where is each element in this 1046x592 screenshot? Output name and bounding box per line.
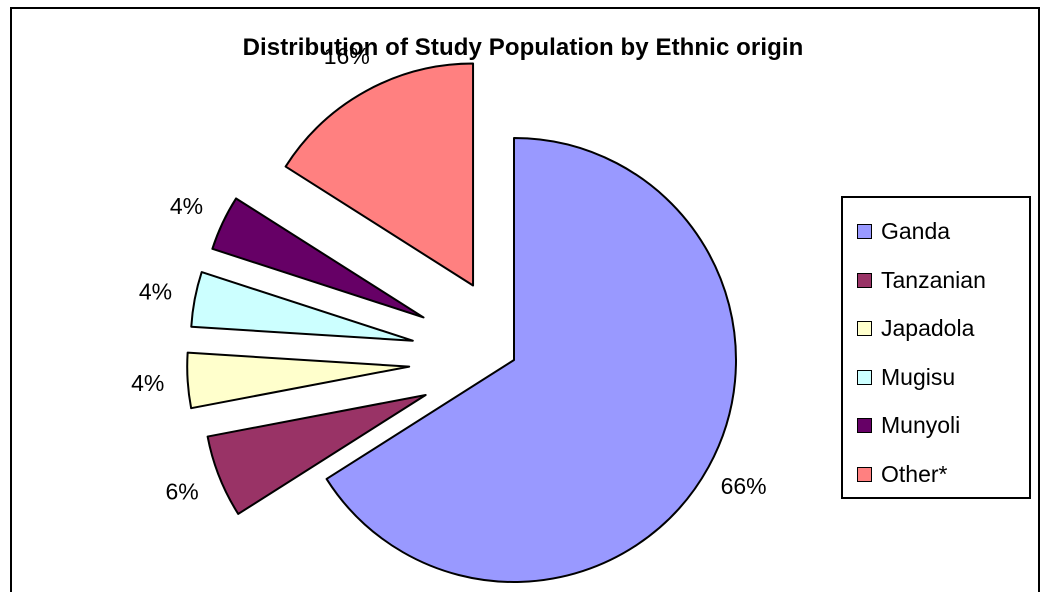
data-label-mugisu: 4% <box>139 279 172 305</box>
legend-label: Other* <box>881 460 948 487</box>
legend-item-japadola: Japadola <box>857 313 974 343</box>
legend-swatch <box>857 223 872 239</box>
data-label-tanzanian: 6% <box>165 478 198 504</box>
legend-label: Japadola <box>881 314 975 341</box>
pie-slice-munyoli <box>211 197 425 319</box>
legend-swatch <box>857 272 872 288</box>
data-label-ganda: 66% <box>721 473 767 499</box>
pie-slice-ganda <box>325 137 737 583</box>
legend-item-mugisu: Mugisu <box>857 362 955 392</box>
legend-label: Ganda <box>881 217 951 244</box>
pie-slices <box>186 62 737 583</box>
legend-label: Tanzanian <box>881 266 986 293</box>
legend-item-tanzanian: Tanzanian <box>857 265 986 295</box>
pie-slice-other <box>284 62 475 287</box>
chart-title: Distribution of Study Population by Ethn… <box>242 34 804 61</box>
legend-item-munyoli: Munyoli <box>857 410 960 440</box>
legend: Ganda Tanzanian Japadola Mugisu Munyoli … <box>841 196 1031 499</box>
legend-swatch <box>857 369 872 385</box>
data-label-japadola: 4% <box>131 370 164 396</box>
legend-item-other: Other* <box>857 459 947 489</box>
legend-label: Mugisu <box>881 363 956 390</box>
legend-label: Munyoli <box>881 411 961 438</box>
pie-slice-japadola <box>186 351 411 410</box>
legend-swatch <box>857 417 872 433</box>
legend-item-ganda: Ganda <box>857 216 950 246</box>
legend-swatch <box>857 466 872 482</box>
pie-labels: 66% 6% 4% 4% 4% 16% <box>131 43 767 504</box>
pie-slice-mugisu <box>190 271 414 342</box>
data-label-other: 16% <box>324 43 370 69</box>
pie-slice-tanzanian <box>206 393 427 515</box>
data-label-munyoli: 4% <box>170 193 203 219</box>
legend-swatch <box>857 320 872 336</box>
